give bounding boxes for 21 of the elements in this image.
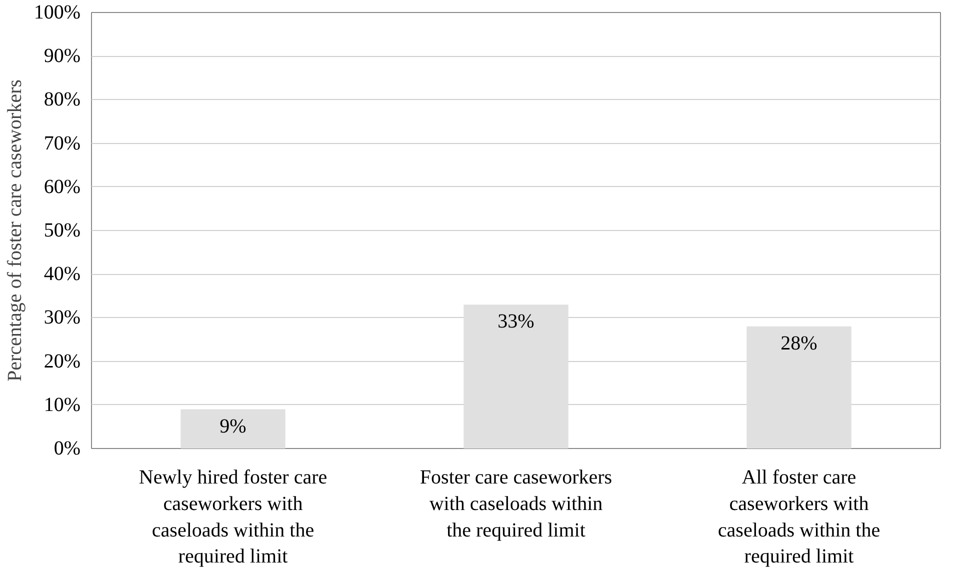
x-tick-label: Newly hired foster care caseworkers with caseloads within the required limit bbox=[138, 466, 328, 568]
y-tick-label: 70% bbox=[44, 132, 81, 154]
bar bbox=[746, 326, 852, 448]
y-tick-label: 20% bbox=[44, 350, 81, 372]
y-tick-label: 60% bbox=[44, 176, 81, 198]
y-tick-label: 40% bbox=[44, 263, 81, 286]
y-tick-label: 0% bbox=[54, 438, 81, 460]
bar bbox=[180, 409, 286, 448]
data-label: 28% bbox=[780, 332, 818, 354]
y-tick-label: 100% bbox=[34, 2, 81, 24]
y-tick-label: 50% bbox=[44, 220, 81, 242]
y-tick-label: 30% bbox=[44, 306, 81, 329]
y-tick-label: 80% bbox=[44, 88, 81, 111]
data-label: 9% bbox=[220, 415, 246, 438]
x-tick-label: All foster care caseworkers with caseloads within the required limit bbox=[718, 466, 880, 568]
bar bbox=[464, 304, 568, 448]
y-tick-label: 90% bbox=[44, 45, 81, 68]
y-axis-title: Percentage of foster care caseworkers bbox=[4, 79, 26, 382]
y-tick-label: 10% bbox=[44, 394, 81, 416]
x-tick-label: Foster care caseworkers with caseloads within the required limit bbox=[420, 466, 612, 542]
data-label: 33% bbox=[498, 310, 534, 333]
